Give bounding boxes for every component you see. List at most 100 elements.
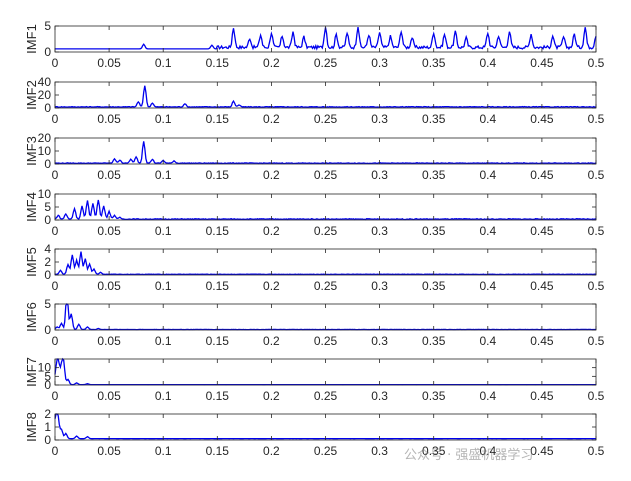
y-axis-label: IMF3	[24, 136, 39, 166]
y-tick-label: 20	[38, 88, 52, 102]
x-tick-label: 0.05	[97, 279, 121, 293]
panel-imf7: 0 0.05 0.1 0.15 0.2 0.25 0.3 0.35 0.4 0.45 0.5 0510…	[24, 357, 605, 403]
x-tick-label: 0.05	[97, 334, 121, 348]
x-tick-label: 0.3	[371, 224, 388, 238]
x-tick-label: 0.3	[371, 444, 388, 458]
x-tick-label: 0.15	[206, 56, 230, 70]
x-tick-label: 0.1	[155, 279, 172, 293]
y-tick-label: 10	[38, 187, 52, 201]
x-tick-label: 0.05	[97, 444, 121, 458]
x-tick-label: 0.25	[314, 334, 338, 348]
x-tick-label: 0.2	[263, 168, 280, 182]
y-tick-label: 0	[44, 433, 51, 447]
x-tick-label: 0.45	[530, 56, 554, 70]
x-tick-label: 0.25	[314, 279, 338, 293]
x-tick-label: 0.5	[588, 444, 605, 458]
y-tick-label: 0	[44, 378, 51, 392]
x-tick-label: 0.3	[371, 56, 388, 70]
y-axis-label: IMF7	[24, 357, 39, 387]
x-tick-label: 0.1	[155, 224, 172, 238]
x-tick-label: 0	[52, 444, 59, 458]
x-tick-label: 0	[52, 224, 59, 238]
panel-imf5: 0 0.05 0.1 0.15 0.2 0.25 0.3 0.35 0.4 0.45 0.5 024I…	[24, 242, 605, 293]
x-tick-label: 0.25	[314, 56, 338, 70]
x-tick-label: 0.25	[314, 444, 338, 458]
x-tick-label: 0.5	[588, 279, 605, 293]
x-tick-label: 0.5	[588, 334, 605, 348]
y-axis-label: IMF1	[24, 24, 39, 54]
y-tick-label: 0	[44, 323, 51, 337]
x-tick-label: 0.3	[371, 389, 388, 403]
x-tick-label: 0.1	[155, 112, 172, 126]
x-tick-label: 0.4	[479, 389, 496, 403]
x-tick-label: 0.15	[206, 279, 230, 293]
x-tick-label: 0.25	[314, 112, 338, 126]
x-tick-label: 0.45	[530, 334, 554, 348]
x-tick-label: 0.45	[530, 168, 554, 182]
x-tick-label: 0.15	[206, 168, 230, 182]
y-axis-label: IMF2	[24, 80, 39, 110]
x-tick-label: 0.2	[263, 279, 280, 293]
x-tick-label: 0.4	[479, 224, 496, 238]
x-tick-label: 0.15	[206, 112, 230, 126]
x-tick-label: 0.45	[530, 279, 554, 293]
series-line	[54, 85, 597, 108]
y-tick-label: 5	[44, 200, 51, 214]
x-tick-label: 0.25	[314, 224, 338, 238]
x-tick-label: 0.05	[97, 224, 121, 238]
y-tick-label: 5	[44, 19, 51, 33]
y-tick-label: 2	[44, 255, 51, 269]
x-tick-label: 0.45	[530, 389, 554, 403]
x-tick-label: 0.35	[422, 279, 446, 293]
x-tick-label: 0.4	[479, 444, 496, 458]
x-tick-label: 0.05	[97, 112, 121, 126]
x-tick-label: 0.2	[263, 389, 280, 403]
x-tick-label: 0.35	[422, 444, 446, 458]
x-tick-label: 0.35	[422, 334, 446, 348]
x-tick-label: 0.4	[479, 112, 496, 126]
y-tick-label: 0	[44, 157, 51, 171]
y-axis-label: IMF4	[24, 192, 39, 222]
x-tick-label: 0	[52, 112, 59, 126]
x-tick-label: 0.5	[588, 112, 605, 126]
x-tick-label: 0.2	[263, 56, 280, 70]
x-tick-label: 0.05	[97, 56, 121, 70]
x-tick-label: 0.05	[97, 389, 121, 403]
x-tick-label: 0.15	[206, 444, 230, 458]
x-tick-label: 0.4	[479, 279, 496, 293]
x-tick-label: 0.15	[206, 224, 230, 238]
x-tick-label: 0	[52, 389, 59, 403]
watermark-text: 公众号 · 强盛机器学习	[404, 448, 534, 463]
panel-imf6: 0 0.05 0.1 0.15 0.2 0.25 0.3 0.35 0.4 0.45 0.5 0 5 IM…	[24, 297, 605, 348]
y-tick-label: 40	[38, 75, 52, 89]
x-tick-label: 0.4	[479, 334, 496, 348]
x-tick-label: 0.5	[588, 224, 605, 238]
y-tick-label: 20	[38, 131, 52, 145]
x-tick-label: 0.25	[314, 168, 338, 182]
y-axis-label: IMF5	[24, 247, 39, 277]
y-axis-label: IMF8	[24, 412, 39, 442]
x-tick-label: 0.45	[530, 112, 554, 126]
x-tick-label: 0.5	[588, 56, 605, 70]
y-tick-label: 0	[44, 213, 51, 227]
x-tick-label: 0	[52, 168, 59, 182]
y-tick-label: 5	[44, 297, 51, 311]
x-tick-label: 0.1	[155, 56, 172, 70]
x-tick-label: 0.1	[155, 389, 172, 403]
panel-imf2: 0 0.05 0.1 0.15 0.2 0.25 0.3 0.35 0.4 0.45 0.5 0204…	[24, 75, 605, 126]
x-tick-label: 0.35	[422, 168, 446, 182]
x-tick-label: 0.4	[479, 56, 496, 70]
x-tick-label: 0.1	[155, 444, 172, 458]
y-tick-label: 2	[44, 407, 51, 421]
panel-imf4: 0 0.05 0.1 0.15 0.2 0.25 0.3 0.35 0.4 0.45 0.5 0510…	[24, 187, 605, 238]
y-tick-label: 5	[44, 369, 51, 383]
x-tick-label: 0.3	[371, 334, 388, 348]
x-tick-label: 0.5	[588, 168, 605, 182]
x-tick-label: 0.2	[263, 334, 280, 348]
x-tick-label: 0.2	[263, 112, 280, 126]
y-tick-label: 0	[44, 101, 51, 115]
x-tick-label: 0.2	[263, 224, 280, 238]
y-tick-label: 0	[44, 45, 51, 59]
x-tick-label: 0.05	[97, 168, 121, 182]
